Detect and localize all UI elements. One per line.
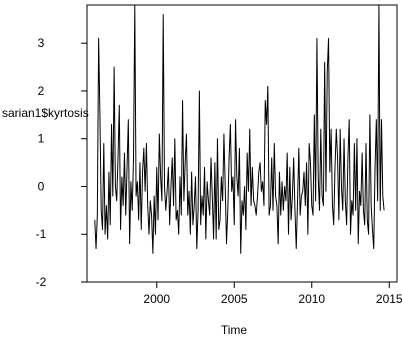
y-tick-label: -2 [36,275,47,289]
x-tick-label: 2005 [221,292,248,306]
x-tick-label: 2010 [298,292,325,306]
series-line [94,4,385,254]
y-tick-label: 1 [38,132,45,146]
x-tick-label: 2000 [143,292,170,306]
y-axis: -2 -1 0 1 2 3 [36,36,87,289]
y-tick-label: 0 [38,179,45,193]
plot-frame [86,4,398,283]
x-axis-label: Time [221,323,248,337]
y-tick-label: 2 [38,84,45,98]
x-axis: 2000 2005 2010 2015 [143,282,402,306]
y-tick-label: -1 [36,227,47,241]
x-tick-label: 2015 [376,292,402,306]
y-tick-label: 3 [38,36,45,50]
y-axis-label: sarian1$kyrtosis [2,106,89,120]
